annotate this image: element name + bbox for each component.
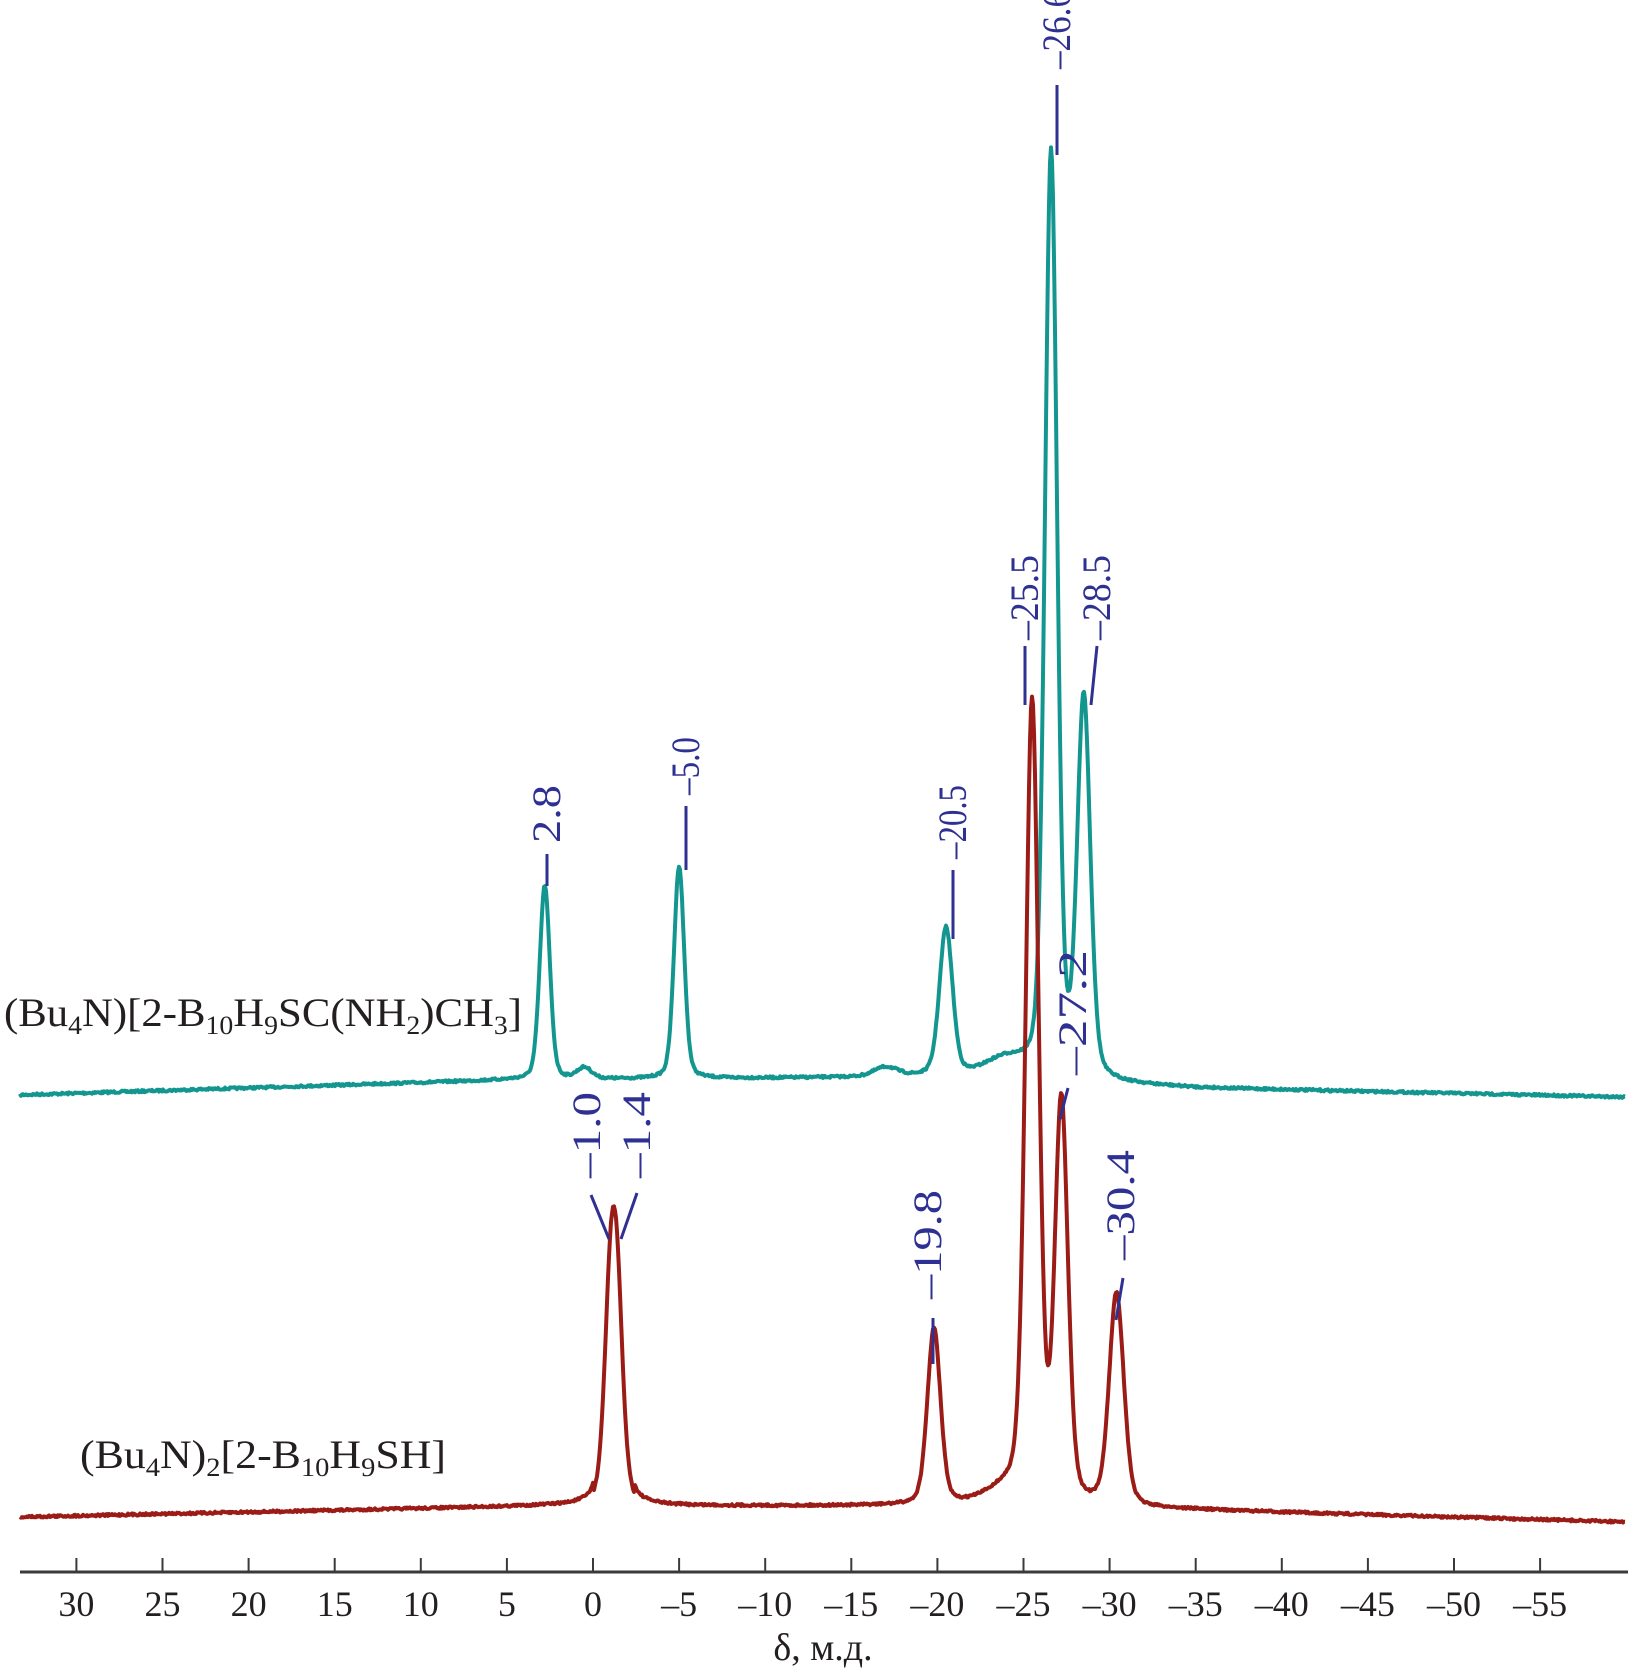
peak-leader-line: [1089, 645, 1099, 706]
peak-leader-line: [619, 1192, 639, 1240]
x-axis-title: δ, м.д.: [773, 1627, 872, 1669]
peak-leader-lines: [545, 85, 1125, 1364]
x-tick-label: –30: [1082, 1584, 1137, 1624]
x-tick-label: 20: [231, 1584, 267, 1624]
peak-label: –28.5: [1074, 555, 1119, 641]
x-tick-label: –40: [1254, 1584, 1309, 1624]
peak-labels: 2.8 –5.0 –20.5 –26.6 –28.5 –1.0 –1.4 –19.8 –25.5…: [524, 0, 1143, 1300]
x-tick-label: 0: [584, 1584, 602, 1624]
x-tick-label: –15: [823, 1584, 878, 1624]
x-tick-label: –25: [996, 1584, 1051, 1624]
peak-label: –30.4: [1098, 1150, 1143, 1261]
x-tick-label: –35: [1168, 1584, 1223, 1624]
x-tick-label: –5: [660, 1584, 697, 1624]
peak-leader-line: [589, 1194, 611, 1240]
series-label-thioimidate: (Bu 4N)[2-B 10H9SC(NH 2)CH 3]: [4, 990, 522, 1040]
series-label-thiol: (Bu 4N) 2[2-B 10H 9SH]: [80, 1432, 446, 1482]
x-tick-label: 30: [58, 1584, 94, 1624]
x-tick-label: –10: [737, 1584, 792, 1624]
spectrum-line-thioimidate: [18, 145, 1626, 1100]
peak-label: –26.6: [1034, 0, 1079, 70]
x-axis-ticks: 30 25 20 15 10 5 0 –5 –10 –15 –20 –25 –30 –35 –40 –45 –5…: [58, 1558, 1567, 1624]
peak-label: –27.2: [1050, 950, 1095, 1076]
x-tick-label: –55: [1512, 1584, 1567, 1624]
x-tick-label: –50: [1426, 1584, 1481, 1624]
peak-label: –19.8: [905, 1190, 950, 1300]
peak-label: –5.0: [663, 737, 708, 796]
peak-label: –1.4: [614, 1092, 659, 1179]
x-tick-label: –45: [1340, 1584, 1395, 1624]
x-tick-label: 15: [317, 1584, 353, 1624]
peak-leader-line: [1058, 1087, 1070, 1120]
peak-label: 2.8: [524, 785, 569, 843]
x-tick-label: 10: [403, 1584, 439, 1624]
x-tick-label: 25: [145, 1584, 181, 1624]
x-tick-label: 5: [498, 1584, 516, 1624]
peak-leader-line: [1114, 1277, 1125, 1321]
spectrum-line-thiol: [18, 694, 1626, 1525]
peak-label: –1.0: [564, 1092, 609, 1179]
x-tick-label: –20: [909, 1584, 964, 1624]
spectrum-traces: [18, 145, 1626, 1525]
peak-label: –20.5: [930, 785, 975, 860]
peak-label: –25.5: [1002, 555, 1047, 641]
